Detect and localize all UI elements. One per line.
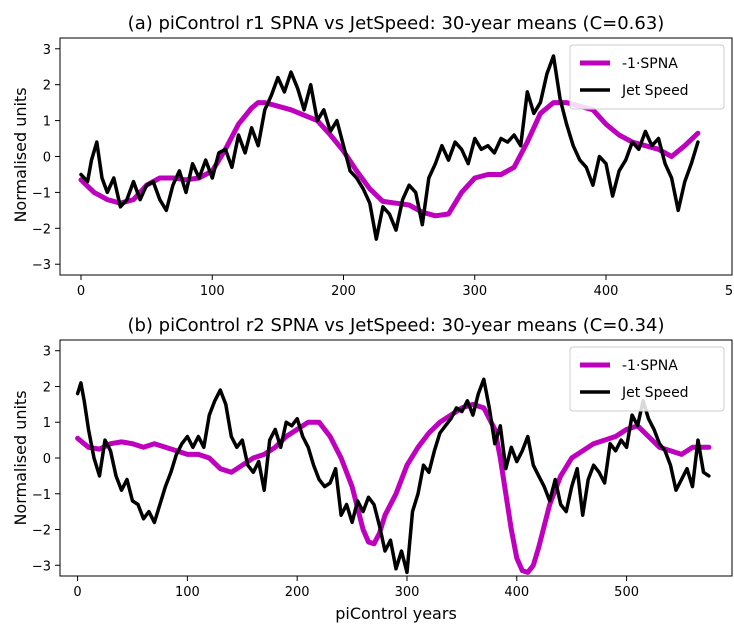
legend-box bbox=[569, 346, 725, 412]
x-tick-label: 400 bbox=[504, 585, 529, 600]
chart-title: (a) piControl r1 SPNA vs JetSpeed: 30-ye… bbox=[128, 13, 665, 34]
chart-panel-a: (a) piControl r1 SPNA vs JetSpeed: 30-ye… bbox=[11, 13, 734, 299]
y-tick-label: −1 bbox=[32, 488, 51, 503]
x-tick-label: 100 bbox=[200, 284, 225, 299]
legend-label: -1·SPNA bbox=[622, 56, 678, 72]
x-tick-label: 200 bbox=[285, 585, 310, 600]
series-line-spna bbox=[78, 100, 701, 219]
legend-label: Jet Speed bbox=[621, 83, 689, 99]
x-tick-label: 300 bbox=[462, 284, 487, 299]
series-line-jet-speed bbox=[75, 377, 711, 575]
x-axis-label: piControl years bbox=[335, 604, 457, 623]
chart-panel-b: (b) piControl r2 SPNA vs JetSpeed: 30-ye… bbox=[11, 315, 733, 623]
y-tick-label: −3 bbox=[32, 559, 51, 574]
x-tick-label: 0 bbox=[73, 585, 81, 600]
y-tick-label: 0 bbox=[43, 151, 51, 166]
y-tick-label: 1 bbox=[43, 416, 51, 431]
y-tick-label: 2 bbox=[43, 79, 51, 94]
series-line-jet-speed bbox=[79, 54, 700, 241]
y-tick-label: −1 bbox=[32, 186, 51, 201]
y-axis-label: Normalised units bbox=[11, 87, 30, 222]
y-tick-label: 3 bbox=[43, 43, 51, 58]
x-tick-label: 200 bbox=[331, 284, 356, 299]
plot-frame bbox=[59, 339, 733, 577]
x-tick-label: 0 bbox=[77, 284, 85, 299]
chart-title: (b) piControl r2 SPNA vs JetSpeed: 30-ye… bbox=[127, 315, 664, 336]
x-tick-label: 400 bbox=[594, 284, 619, 299]
x-tick-label: 500 bbox=[614, 585, 639, 600]
x-tick-label: 500 bbox=[725, 284, 734, 299]
y-tick-label: 0 bbox=[43, 452, 51, 467]
y-tick-label: −2 bbox=[32, 222, 51, 237]
legend-label: -1·SPNA bbox=[622, 358, 678, 374]
y-tick-label: −2 bbox=[32, 524, 51, 539]
x-tick-label: 300 bbox=[395, 585, 420, 600]
x-tick-label: 100 bbox=[175, 585, 200, 600]
y-tick-label: 1 bbox=[43, 115, 51, 130]
y-tick-label: 3 bbox=[43, 345, 51, 360]
series-line-spna bbox=[75, 401, 712, 575]
y-axis-label: Normalised units bbox=[11, 390, 30, 525]
legend-label: Jet Speed bbox=[621, 385, 689, 401]
y-tick-label: −3 bbox=[32, 258, 51, 273]
plot-frame bbox=[59, 37, 733, 276]
y-tick-label: 2 bbox=[43, 380, 51, 395]
legend-box bbox=[569, 44, 725, 110]
